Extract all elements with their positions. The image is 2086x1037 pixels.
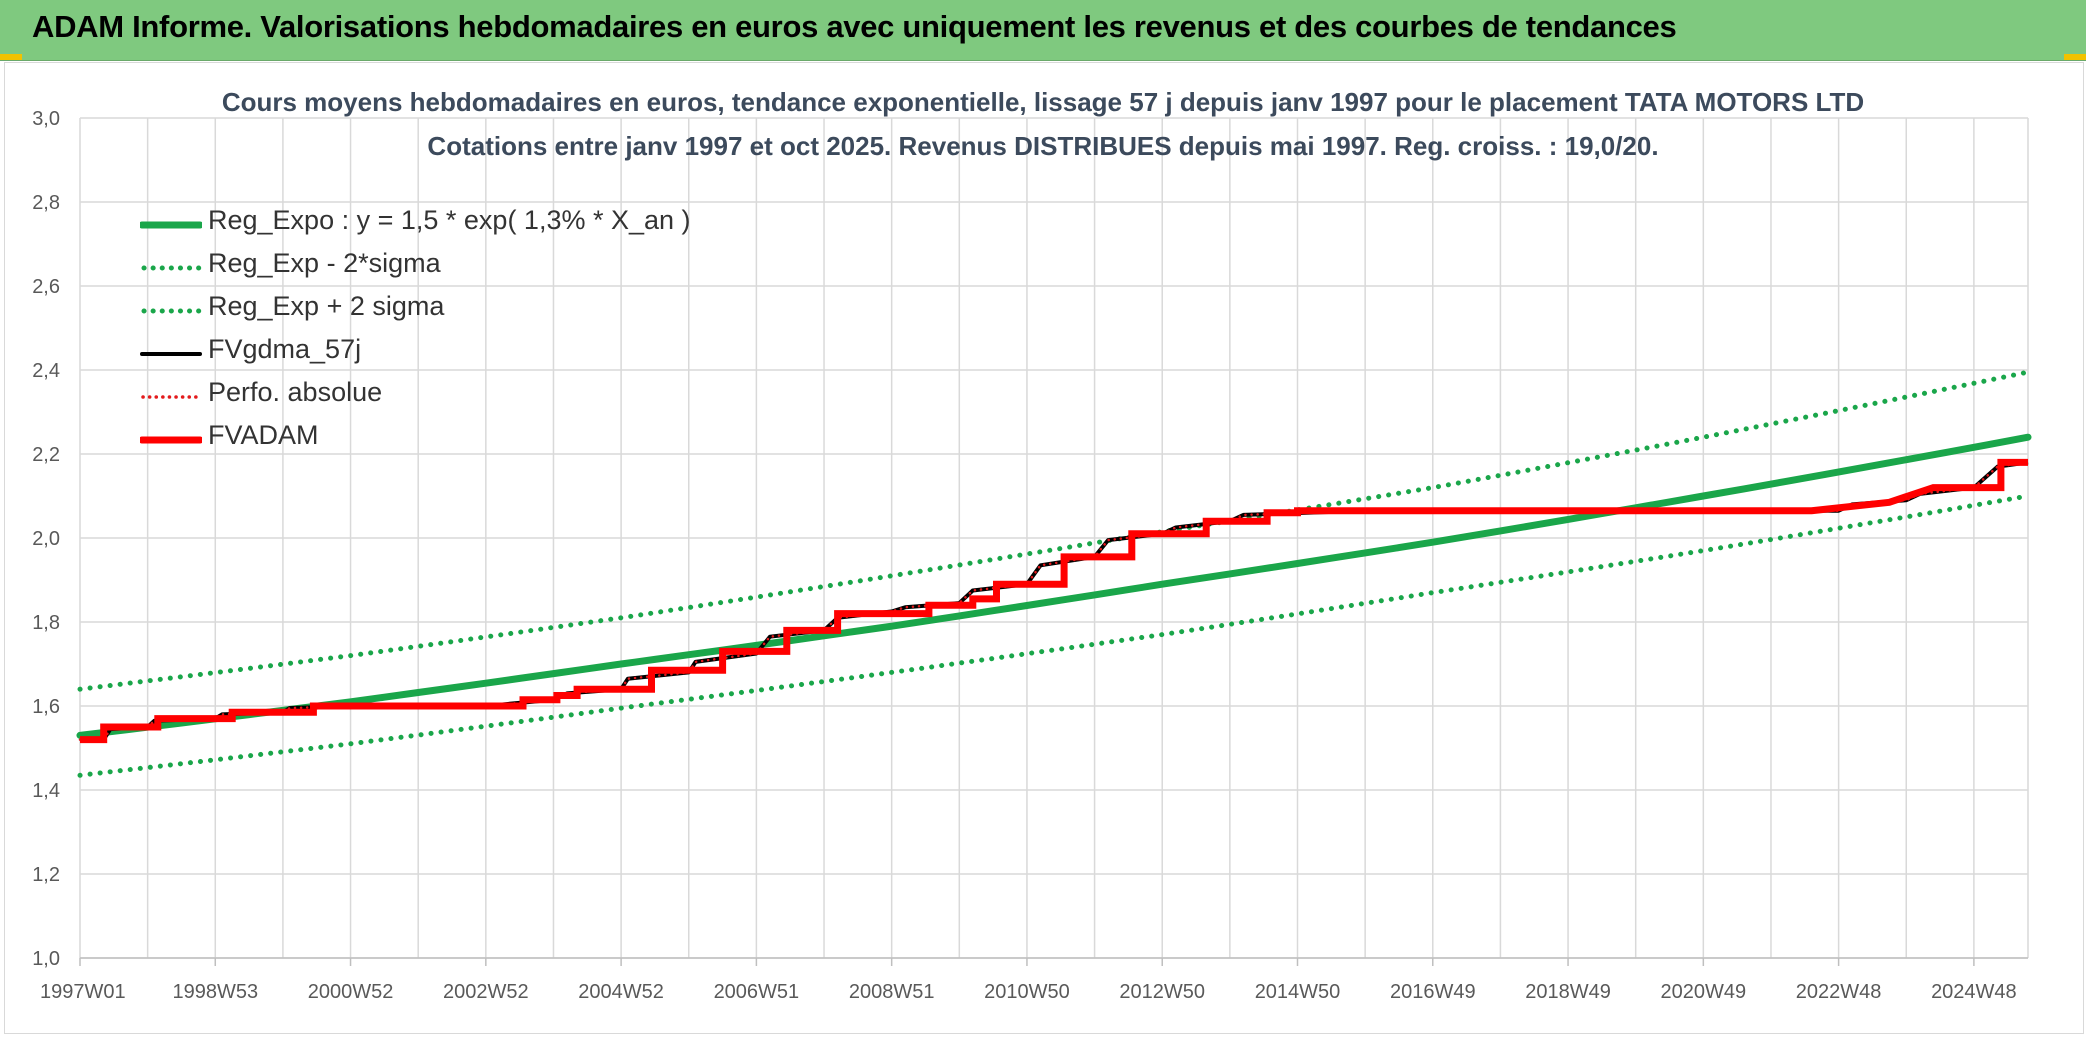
x-tick-label: 2002W52 [443,981,529,1003]
y-tick-label: 2,6 [32,276,60,298]
y-tick-label: 1,8 [32,612,60,634]
x-tick-label: 2020W49 [1661,981,1747,1003]
axis-layer: 1,0 1,2 1,4 1,6 1,8 2,0 2,2 2,4 2,6 2,8 3,0 1997W01… [32,108,2028,1003]
y-tick-label: 3,0 [32,108,60,130]
series-layer [76,369,2032,778]
legend-label: Perfo. absolue [208,377,383,407]
x-tick-label: 2016W49 [1390,981,1476,1003]
x-tick-label: 2010W50 [984,981,1070,1003]
x-tick-label: 2014W50 [1255,981,1341,1003]
x-tick-label: 2018W49 [1525,981,1611,1003]
x-tick-label: 2024W48 [1931,981,2017,1003]
x-tick-label: 2000W52 [308,981,394,1003]
legend-swatch-reg-expo [140,221,202,229]
legend-swatch-fvgdma [140,352,202,356]
legend-swatch-perfo [141,395,202,399]
corner-mark-left [0,54,22,60]
x-tick-label: 2004W52 [578,981,664,1003]
x-tick-label: 2012W50 [1119,981,1205,1003]
legend-label: FVADAM [208,420,319,450]
legend-label: Reg_Exp - 2*sigma [208,248,441,278]
header-bar: ADAM Informe. Valorisations hebdomadaire… [0,0,2086,61]
x-tick-label: 2008W51 [849,981,935,1003]
y-tick-label: 1,4 [32,780,60,802]
legend-swatch-fvadam [140,436,202,444]
legend-swatch-reg-exp-plus [141,308,202,314]
y-tick-label: 2,4 [32,360,60,382]
report-title: ADAM Informe. Valorisations hebdomadaire… [32,9,1677,44]
y-tick-label: 2,0 [32,528,60,550]
chart-title: Cours moyens hebdomadaires en euros, ten… [221,87,1865,117]
corner-mark-right [2064,54,2086,60]
x-tick-label: 2006W51 [714,981,800,1003]
x-tick-label: 1998W53 [172,981,258,1003]
legend-label: Reg_Expo : y = 1,5 * exp( 1,3% * X_an ) [208,205,691,235]
y-tick-label: 2,2 [32,444,60,466]
chart-subtitle: Cotations entre janv 1997 et oct 2025. R… [427,131,1659,161]
series-line-reg-exp-plus [77,369,2031,692]
series-line-reg-expo [76,433,2032,739]
grid-layer [79,117,2029,959]
legend-label: Reg_Exp + 2 sigma [208,291,445,321]
x-tick-label: 2022W48 [1796,981,1882,1003]
legend-swatch-reg-exp-minus [141,265,202,271]
y-tick-label: 1,2 [32,864,60,886]
series-line-fvadam [80,458,2028,744]
y-tick-label: 2,8 [32,192,60,214]
y-tick-label: 1,6 [32,696,60,718]
legend-label: FVgdma_57j [208,334,362,364]
y-tick-label: 1,0 [32,948,60,970]
x-tick-label: 1997W01 [40,981,126,1003]
